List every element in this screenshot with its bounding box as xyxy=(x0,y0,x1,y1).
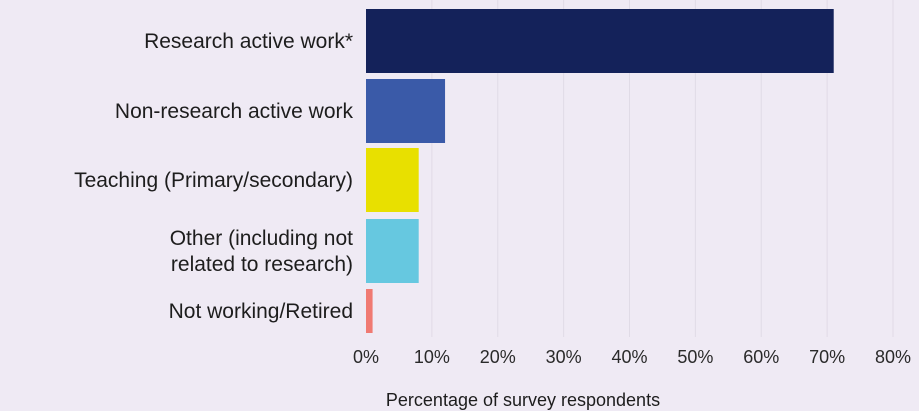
bar xyxy=(366,148,419,212)
x-axis-title: Percentage of survey respondents xyxy=(386,390,660,410)
bar xyxy=(366,9,834,73)
category-label: Not working/Retired xyxy=(169,300,353,323)
x-tick-label: 0% xyxy=(353,347,379,367)
category-label: Non-research active work xyxy=(115,100,354,123)
category-label: Teaching (Primary/secondary) xyxy=(74,169,353,192)
bars xyxy=(366,9,834,333)
bar xyxy=(366,79,446,143)
x-tick-label: 30% xyxy=(546,347,582,367)
x-tick-label: 20% xyxy=(480,347,516,367)
category-labels: Research active work* Non-research active… xyxy=(74,30,353,323)
x-tick-label: 80% xyxy=(875,347,911,367)
x-tick-label: 10% xyxy=(414,347,450,367)
x-tick-labels: 0% 10% 20% 30% 40% 50% 60% 70% 80% xyxy=(353,347,911,367)
category-label: Other (including not related to research) xyxy=(170,227,353,276)
category-label: Research active work* xyxy=(144,30,353,53)
x-tick-label: 70% xyxy=(809,347,845,367)
bar xyxy=(366,219,419,283)
x-tick-label: 50% xyxy=(677,347,713,367)
bar xyxy=(366,289,373,333)
x-tick-label: 60% xyxy=(743,347,779,367)
x-tick-label: 40% xyxy=(611,347,647,367)
